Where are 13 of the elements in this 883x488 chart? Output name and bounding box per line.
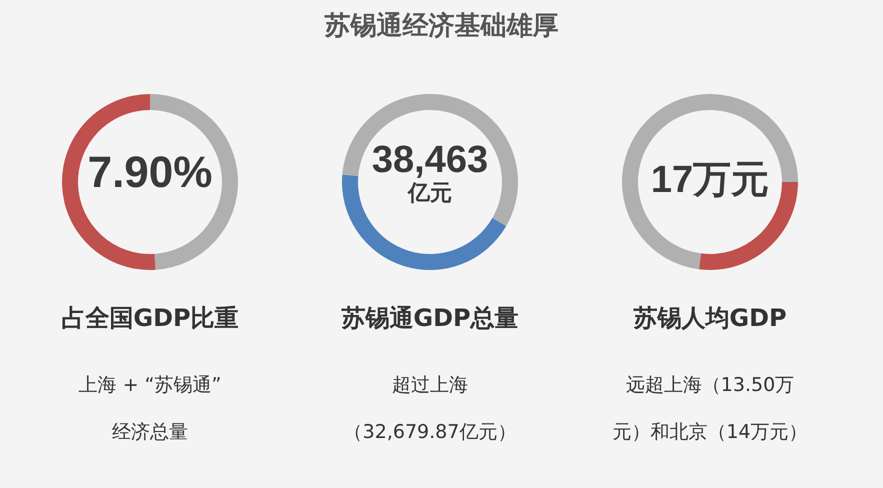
text: 苏锡通经济基础雄厚 — [324, 10, 560, 43]
text: 经济总量 — [111, 420, 189, 445]
text: （32,679.87亿元） — [342, 420, 518, 445]
text: 上海 + “苏锡通” — [78, 373, 222, 398]
text: 超过上海 — [391, 373, 469, 398]
text: 元）和北京（14万元） — [611, 420, 809, 445]
text: 17万元 — [650, 159, 770, 201]
text: 苏锡人均GDP — [632, 303, 788, 334]
text: 占全国GDP比重 — [60, 303, 240, 334]
text: 远超上海（13.50万 — [624, 373, 796, 398]
text: 38,463 亿元 — [370, 139, 490, 206]
text: 7.90% — [86, 148, 214, 197]
text: 苏锡通GDP总量 — [340, 303, 520, 334]
